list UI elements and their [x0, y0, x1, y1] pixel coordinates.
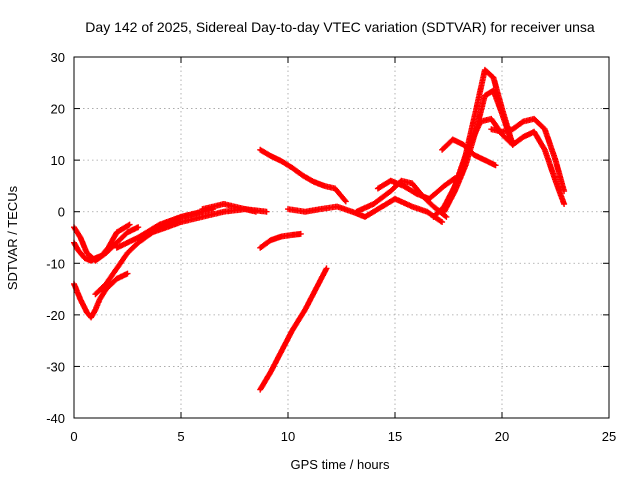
y-axis-label: SDTVAR / TECUs	[5, 185, 20, 290]
x-tick-label: 15	[388, 429, 402, 444]
x-tick-label: 10	[281, 429, 295, 444]
plot-frame	[73, 56, 610, 419]
x-tick-label: 25	[602, 429, 616, 444]
series-arc-m	[374, 175, 458, 202]
series-arc-h	[257, 265, 330, 393]
y-tick-label: -10	[46, 256, 65, 271]
y-tick-label: 20	[51, 102, 65, 117]
x-axis-label: GPS time / hours	[291, 457, 390, 472]
y-tick-label: 30	[51, 50, 65, 65]
y-tick-label: 0	[58, 205, 65, 220]
series-arc-p	[445, 115, 568, 207]
series-markers	[257, 265, 330, 393]
series-arc-i	[257, 230, 304, 251]
series-markers	[199, 201, 259, 215]
y-tick-label: -30	[46, 359, 65, 374]
series-markers	[374, 175, 458, 202]
series-arc-g	[199, 201, 259, 215]
series-arc-j	[257, 146, 349, 205]
grid-lines	[74, 57, 609, 418]
series-markers	[71, 270, 131, 321]
series-markers	[285, 195, 446, 225]
x-tick-label: 0	[70, 429, 77, 444]
series-arc-k	[285, 195, 446, 225]
y-tick-label: 10	[51, 153, 65, 168]
axis-ticks: 0 5 10 15 20 25 -40 -30 -20 -10 0 10 20 30	[46, 50, 616, 444]
series-markers	[488, 115, 568, 195]
data-points	[71, 66, 568, 393]
series-markers	[257, 230, 304, 251]
series-markers	[439, 136, 499, 169]
series-arc-a	[71, 270, 131, 321]
x-tick-label: 20	[495, 429, 509, 444]
y-tick-label: -40	[46, 411, 65, 426]
y-tick-label: -20	[46, 308, 65, 323]
series-arc-r	[488, 115, 568, 195]
series-markers	[445, 115, 568, 207]
series-markers	[257, 146, 349, 205]
chart-title: Day 142 of 2025, Sidereal Day-to-day VTE…	[85, 19, 595, 35]
series-arc-q	[439, 136, 499, 169]
x-tick-label: 5	[177, 429, 184, 444]
